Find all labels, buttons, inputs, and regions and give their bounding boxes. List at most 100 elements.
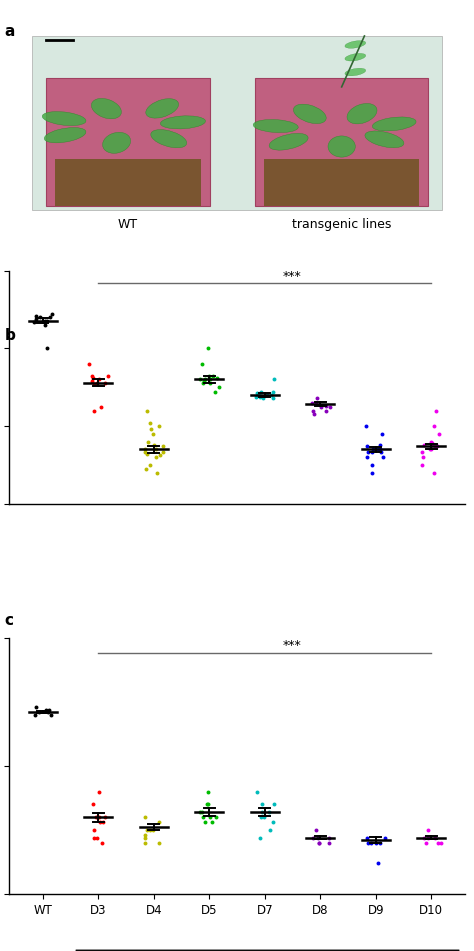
Ellipse shape [345,68,366,76]
Point [199,375,207,390]
Point [89,797,97,812]
Point [432,403,439,418]
Point [363,450,371,465]
Point [199,809,207,825]
Point [141,809,149,825]
Point [376,835,384,850]
Point [91,823,98,838]
Point [253,386,260,401]
Point [209,815,216,830]
Point [206,372,214,387]
Point [204,340,212,356]
Point [309,830,317,845]
Ellipse shape [44,127,86,143]
Point [141,827,148,843]
Point [41,318,48,333]
Point [88,369,96,384]
Point [364,445,372,460]
Text: a: a [5,24,15,39]
Point [432,438,439,454]
Ellipse shape [372,117,416,131]
Point [204,784,212,799]
Point [253,784,261,799]
Point [47,708,55,723]
Point [433,438,440,454]
Point [97,399,104,415]
Point [199,805,206,820]
Point [141,441,149,456]
Point [257,809,265,825]
Point [427,434,435,449]
Point [156,448,164,463]
Point [36,705,43,720]
Point [159,438,166,454]
Point [141,445,148,460]
Point [32,700,39,715]
Point [374,856,381,871]
Point [362,418,370,434]
Point [376,441,384,456]
Point [95,809,103,825]
Point [430,465,438,480]
Point [433,437,440,453]
Point [435,835,442,850]
Point [146,457,154,473]
Point [91,377,98,392]
Point [206,809,214,825]
Point [155,418,163,434]
Point [438,835,445,850]
Text: c: c [5,613,14,629]
Ellipse shape [345,53,366,61]
Point [146,416,154,431]
Point [317,399,325,415]
Point [269,384,276,399]
Point [95,372,102,387]
Point [96,815,104,830]
Point [315,835,322,850]
Point [155,835,163,850]
Point [381,830,389,845]
Point [259,805,266,820]
Point [36,310,44,325]
Point [202,372,210,387]
Point [368,465,376,480]
Point [377,445,385,460]
Point [99,835,106,850]
Point [198,357,206,372]
Point [146,823,154,838]
FancyBboxPatch shape [264,159,419,205]
Point [257,384,265,399]
Ellipse shape [253,120,298,132]
Point [256,389,264,404]
Point [363,830,371,845]
Point [89,370,96,385]
Point [144,823,151,838]
Point [212,809,219,825]
Point [152,450,160,465]
Point [90,830,98,845]
Point [252,389,259,404]
Point [93,830,100,845]
Point [101,809,109,825]
Text: b: b [5,328,16,343]
Point [201,815,209,830]
Text: ***: *** [283,639,302,652]
Point [141,835,149,850]
FancyBboxPatch shape [46,78,210,205]
Point [48,307,55,322]
Point [144,446,151,461]
Point [214,370,221,385]
Point [32,308,40,323]
Point [211,384,219,399]
Point [144,434,152,449]
Ellipse shape [151,129,187,147]
Point [376,437,383,453]
Point [258,797,265,812]
FancyBboxPatch shape [32,36,442,210]
Point [263,387,271,402]
Point [95,784,103,799]
Point [93,375,100,390]
Point [418,445,426,460]
Point [322,403,329,418]
Ellipse shape [328,136,356,157]
